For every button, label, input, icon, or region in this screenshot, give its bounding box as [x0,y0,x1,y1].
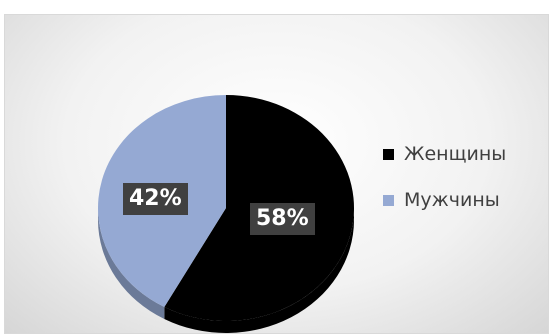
data-label-men: 42% [123,183,188,215]
legend-label-men: Мужчины [404,189,500,211]
legend-item-men: Мужчины [383,187,506,213]
legend-label-women: Женщины [404,143,507,165]
legend-item-women: Женщины [383,141,506,167]
chart-area: Женщины Мужчины 58% 42% [4,14,549,334]
pie-side-1-0 [98,208,165,320]
pie-side-0-0 [164,208,354,333]
legend-swatch-women [383,148,394,160]
legend-swatch-men [383,194,394,206]
legend: Женщины Мужчины [383,141,506,233]
data-label-women: 58% [250,203,315,235]
